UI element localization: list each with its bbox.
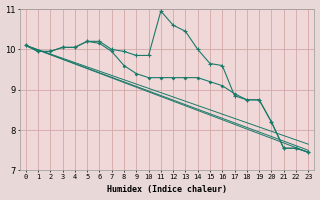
X-axis label: Humidex (Indice chaleur): Humidex (Indice chaleur) [107, 185, 227, 194]
